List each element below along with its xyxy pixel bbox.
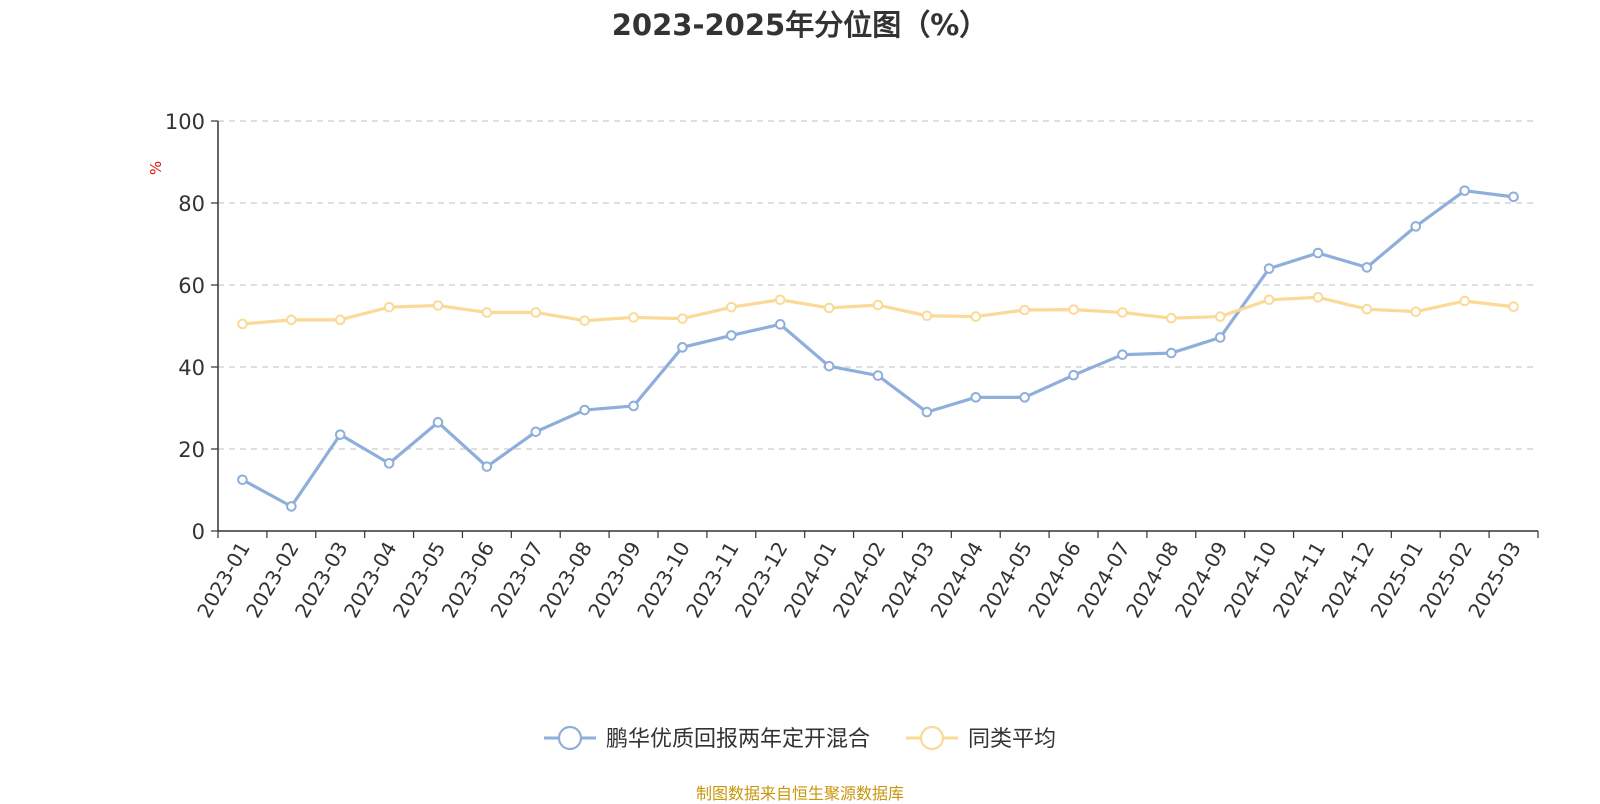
series-2-point[interactable] xyxy=(1214,311,1226,322)
series-2-point[interactable] xyxy=(872,299,884,311)
y-tick-label: 100 xyxy=(165,110,205,134)
y-axis-unit-label: % xyxy=(147,161,165,175)
series-2-point[interactable] xyxy=(1117,307,1128,318)
series-lines xyxy=(237,185,1519,512)
legend-label: 同类平均 xyxy=(968,727,1056,752)
series-2-point[interactable] xyxy=(237,318,248,330)
series-1-point[interactable] xyxy=(1361,262,1373,273)
series-1-point[interactable] xyxy=(1410,221,1422,232)
series-1-point[interactable] xyxy=(1214,332,1226,343)
series-2-point[interactable] xyxy=(1361,303,1373,315)
y-tick-label: 80 xyxy=(178,192,205,216)
series-2-point[interactable] xyxy=(628,312,639,323)
series-2-point[interactable] xyxy=(1459,295,1470,307)
series-1-point[interactable] xyxy=(383,458,395,469)
series-1-point[interactable] xyxy=(677,342,688,353)
series-1-point[interactable] xyxy=(334,429,346,440)
series-2-point[interactable] xyxy=(530,307,542,318)
series-1-point[interactable] xyxy=(481,461,493,472)
series-2-point[interactable] xyxy=(1166,312,1177,324)
series-1-point[interactable] xyxy=(1068,369,1079,381)
y-tick-label: 0 xyxy=(192,520,205,544)
series-2-point[interactable] xyxy=(677,313,688,324)
series-2-point[interactable] xyxy=(1508,301,1519,313)
series-2-point[interactable] xyxy=(1410,306,1422,317)
legend-label: 鹏华优质回报两年定开混合 xyxy=(606,727,870,752)
series-2-point[interactable] xyxy=(579,315,590,326)
series-1-point[interactable] xyxy=(628,400,639,412)
data-source-note: 制图数据来自恒生聚源数据库 xyxy=(695,784,904,803)
series-1-point[interactable] xyxy=(530,426,542,438)
legend-marker xyxy=(557,725,583,751)
series-1-point[interactable] xyxy=(1508,191,1519,203)
series-1-point[interactable] xyxy=(1459,185,1470,196)
grid-lines xyxy=(218,120,1538,450)
chart-title: 2023-2025年分位图（%） xyxy=(611,8,989,42)
series-2-point[interactable] xyxy=(1068,304,1079,315)
series-2-point[interactable] xyxy=(286,314,297,326)
y-tick-label: 20 xyxy=(178,438,205,462)
series-1-point[interactable] xyxy=(872,370,884,381)
series-1-point[interactable] xyxy=(726,330,737,341)
series-line-1 xyxy=(241,189,1514,508)
series-2-point[interactable] xyxy=(921,310,933,322)
legend[interactable]: 鹏华优质回报两年定开混合 同类平均 xyxy=(543,725,1056,752)
series-1-point[interactable] xyxy=(1166,347,1177,359)
y-tick-label: 60 xyxy=(178,274,205,298)
axes: 020406080100%2023-012023-022023-032023-0… xyxy=(147,110,1539,622)
series-2-point[interactable] xyxy=(970,311,982,322)
series-1-point[interactable] xyxy=(1117,349,1128,361)
series-2-point[interactable] xyxy=(334,314,346,326)
series-1-point[interactable] xyxy=(1019,392,1030,403)
series-1-point[interactable] xyxy=(286,501,297,512)
series-2-point[interactable] xyxy=(823,302,835,314)
series-2-point[interactable] xyxy=(774,294,786,306)
series-1-point[interactable] xyxy=(823,360,835,372)
series-1-point[interactable] xyxy=(1263,263,1275,274)
legend-marker xyxy=(919,725,945,751)
series-1-point[interactable] xyxy=(970,392,982,403)
series-2-point[interactable] xyxy=(481,307,493,318)
series-2-point[interactable] xyxy=(383,301,395,313)
series-1-point[interactable] xyxy=(774,319,786,330)
series-1-point[interactable] xyxy=(579,404,590,416)
legend-item-2[interactable]: 同类平均 xyxy=(906,725,1056,752)
series-2-point[interactable] xyxy=(432,300,444,311)
series-1-point[interactable] xyxy=(921,406,933,418)
series-2-point[interactable] xyxy=(1312,292,1324,303)
legend-item-1[interactable]: 鹏华优质回报两年定开混合 xyxy=(543,725,870,752)
series-2-point[interactable] xyxy=(1019,304,1030,316)
series-1-point[interactable] xyxy=(1312,247,1324,259)
y-tick-label: 40 xyxy=(178,356,205,380)
series-1-point[interactable] xyxy=(237,474,248,486)
series-1-point[interactable] xyxy=(432,417,444,428)
series-2-point[interactable] xyxy=(726,301,737,313)
series-2-point[interactable] xyxy=(1263,294,1275,306)
